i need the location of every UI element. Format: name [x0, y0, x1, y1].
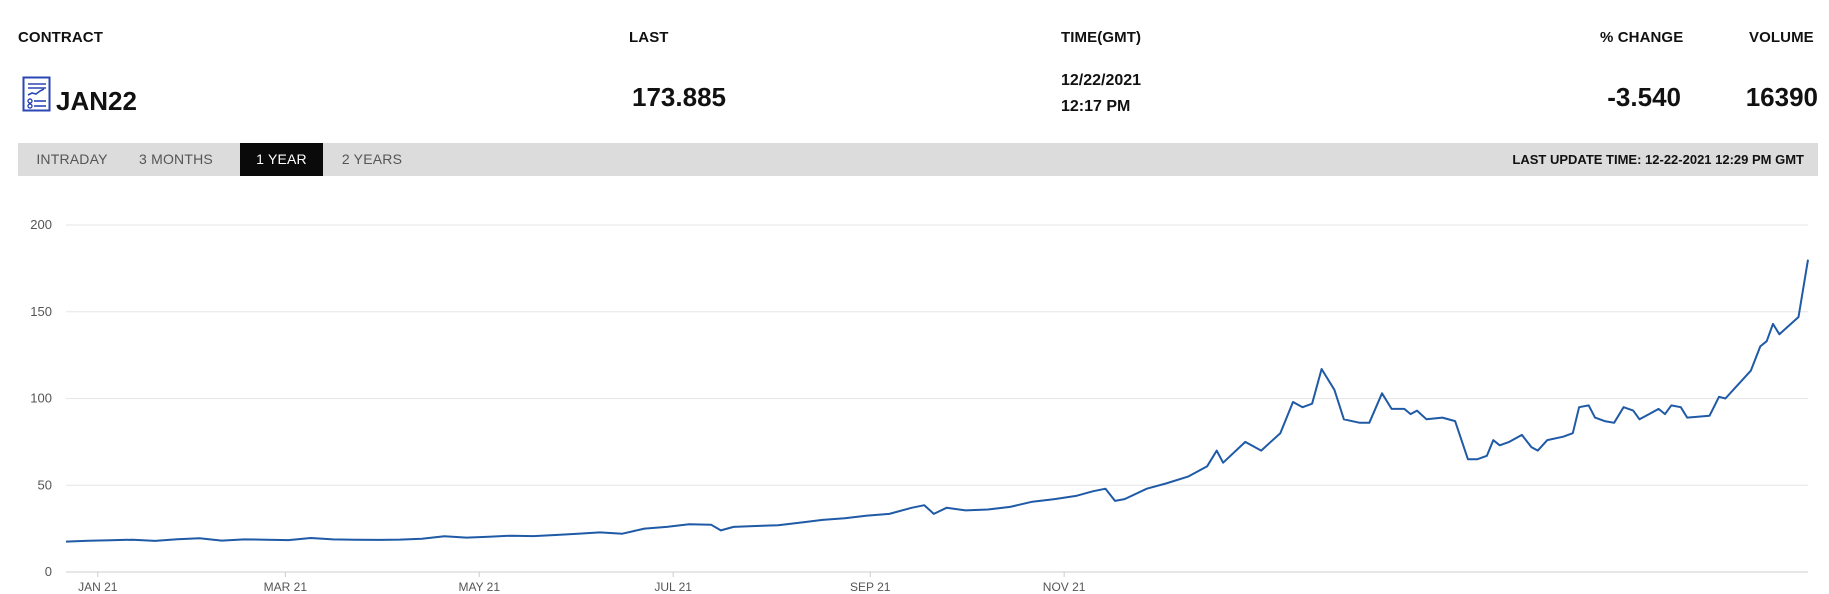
price-chart: 0 50 100 150 200 JAN 21 MAR 21 MAY 21 JUL 21 SEP…	[30, 217, 1809, 594]
volume-value: 16390	[1745, 82, 1818, 112]
y-tick-label: 200	[30, 217, 52, 232]
price-series-line	[65, 259, 1809, 543]
last-header: LAST	[629, 29, 669, 46]
y-tick-label: 0	[45, 564, 52, 579]
trade-date: 12/22/2021	[1061, 72, 1142, 89]
y-axis-ticks: 0 50 100 150 200	[30, 217, 52, 579]
y-tick-label: 50	[38, 477, 52, 492]
tab-2-years[interactable]: 2 YEARS	[341, 151, 403, 167]
last-update-time: LAST UPDATE TIME: 12-22-2021 12:29 PM GM…	[1512, 152, 1804, 167]
time-header: TIME(GMT)	[1061, 29, 1142, 46]
change-header: % CHANGE	[1600, 29, 1684, 46]
x-tick-label: MAR 21	[264, 580, 308, 594]
tab-1-year[interactable]: 1 YEAR	[240, 143, 323, 176]
chart-gridlines	[66, 224, 1808, 573]
y-tick-label: 150	[30, 304, 52, 319]
x-tick-label: NOV 21	[1043, 580, 1086, 594]
y-tick-label: 100	[30, 391, 52, 406]
x-tick-label: JAN 21	[78, 580, 118, 594]
x-axis-ticks: JAN 21 MAR 21 MAY 21 JUL 21 SEP 21 NOV 21	[78, 572, 1086, 594]
contract-header: CONTRACT	[18, 29, 103, 46]
x-tick-label: JUL 21	[654, 580, 692, 594]
percent-change: -3.540	[1607, 82, 1681, 112]
contract-name: JAN22	[56, 86, 137, 116]
trade-time: 12:17 PM	[1061, 98, 1131, 115]
tab-intraday[interactable]: INTRADAY	[36, 151, 108, 167]
report-document-icon[interactable]	[22, 76, 52, 112]
volume-header: VOLUME	[1749, 29, 1814, 46]
range-tab-bar: INTRADAY 3 MONTHS 1 YEAR 2 YEARS LAST UP…	[18, 143, 1818, 176]
x-tick-label: SEP 21	[850, 580, 891, 594]
x-tick-label: MAY 21	[458, 580, 500, 594]
tab-3-months[interactable]: 3 MONTHS	[139, 151, 213, 167]
last-price: 173.885	[632, 82, 726, 112]
